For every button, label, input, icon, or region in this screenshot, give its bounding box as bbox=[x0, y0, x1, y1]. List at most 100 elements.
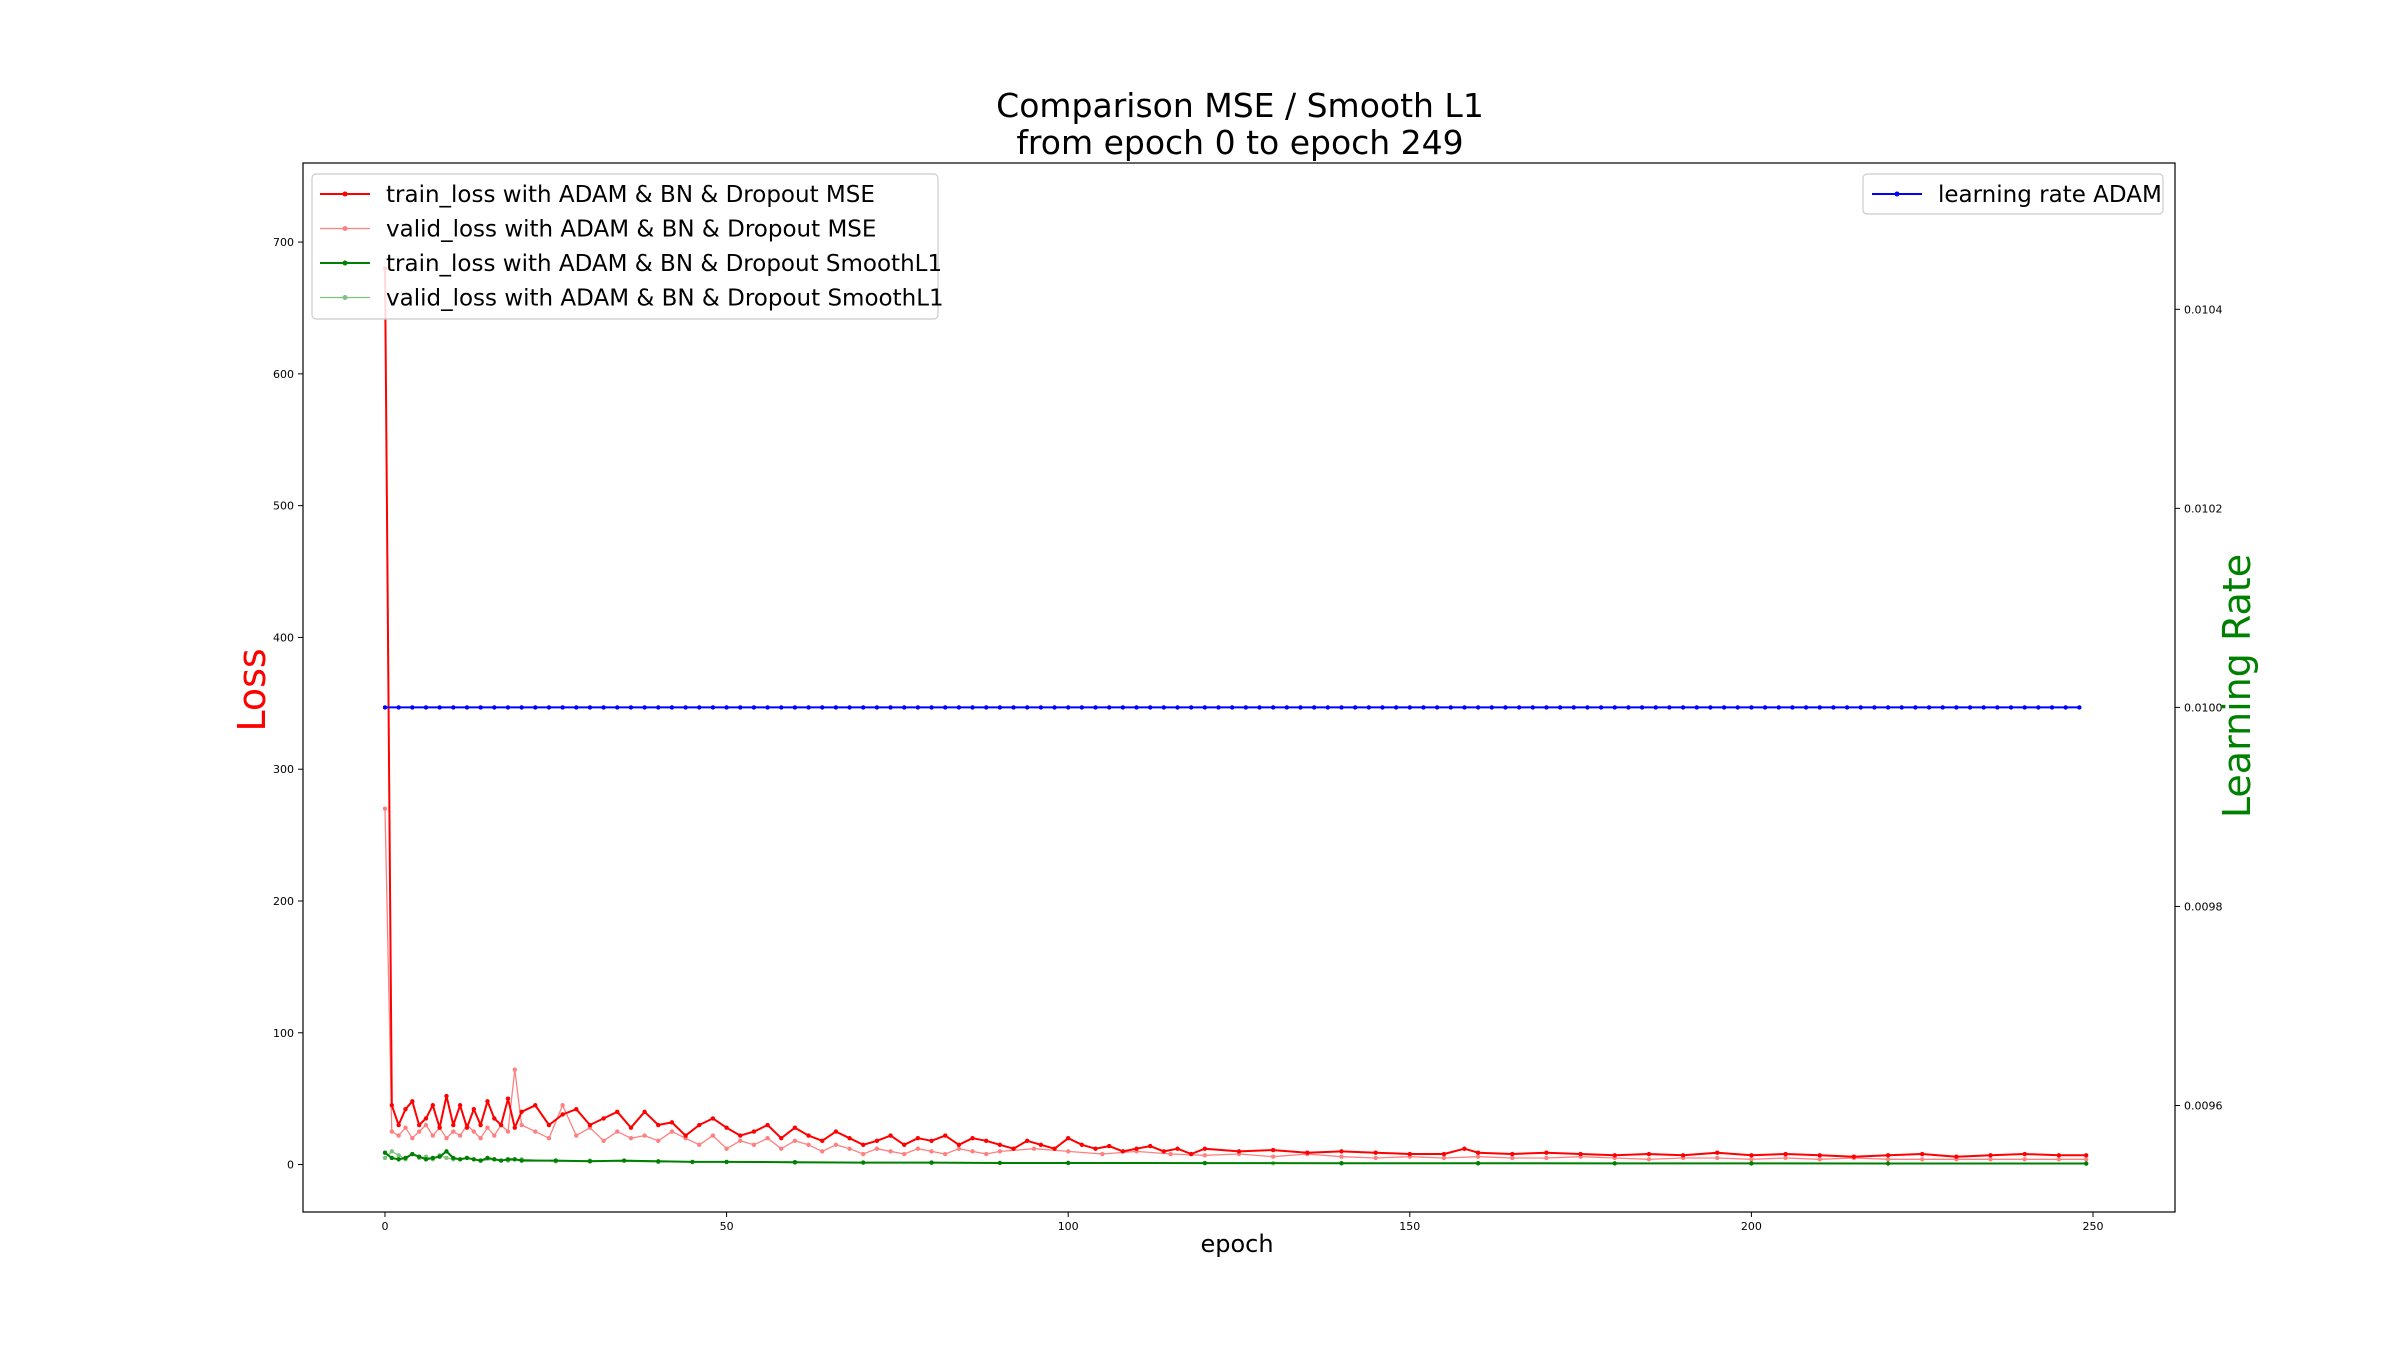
data-point bbox=[1489, 705, 1494, 710]
data-point bbox=[396, 1157, 401, 1162]
data-point bbox=[997, 1142, 1003, 1147]
data-point bbox=[847, 705, 852, 710]
data-point bbox=[929, 1149, 934, 1154]
data-point bbox=[642, 1133, 647, 1138]
data-point bbox=[984, 1151, 989, 1157]
data-point bbox=[512, 1125, 517, 1130]
y-right-tick-label: 0.0104 bbox=[2184, 303, 2223, 316]
data-point bbox=[1783, 1151, 1788, 1157]
data-point bbox=[1995, 705, 2000, 710]
data-point bbox=[1100, 1151, 1105, 1157]
data-point bbox=[1721, 705, 1727, 710]
data-point bbox=[1694, 705, 1699, 710]
data-point bbox=[444, 1155, 449, 1161]
data-point bbox=[765, 705, 770, 710]
data-point bbox=[970, 1136, 975, 1141]
data-point bbox=[512, 1157, 517, 1162]
x-tick-label: 250 bbox=[2083, 1220, 2104, 1233]
data-point bbox=[997, 1149, 1003, 1154]
data-point bbox=[1667, 705, 1672, 710]
data-point bbox=[1065, 705, 1071, 710]
data-point bbox=[2022, 1157, 2027, 1162]
y-left-tick-label: 400 bbox=[273, 631, 294, 644]
data-point bbox=[1052, 705, 1057, 710]
data-point bbox=[587, 705, 593, 710]
data-point bbox=[1612, 705, 1617, 710]
data-point bbox=[861, 705, 866, 710]
y-left-tick-label: 300 bbox=[273, 763, 294, 776]
data-point bbox=[485, 1155, 490, 1161]
data-point bbox=[1448, 705, 1453, 710]
data-point bbox=[1544, 1155, 1549, 1161]
data-point bbox=[724, 1159, 729, 1165]
data-point bbox=[423, 705, 429, 710]
data-point bbox=[546, 1136, 552, 1141]
data-point bbox=[697, 1122, 702, 1128]
data-point bbox=[765, 1122, 770, 1128]
data-point bbox=[1475, 1150, 1481, 1155]
data-point bbox=[1851, 1154, 1857, 1159]
data-point bbox=[464, 1125, 470, 1130]
data-point bbox=[1305, 1150, 1310, 1155]
data-point bbox=[779, 1146, 784, 1151]
data-point bbox=[861, 1142, 866, 1147]
data-point bbox=[574, 1107, 579, 1112]
data-point bbox=[410, 1151, 415, 1157]
legend-right-box bbox=[1862, 173, 2164, 215]
data-point bbox=[1680, 1153, 1686, 1158]
x-tick-label: 100 bbox=[1058, 1220, 1079, 1233]
data-point bbox=[984, 705, 989, 710]
data-point bbox=[656, 1122, 661, 1128]
data-point bbox=[751, 1142, 757, 1147]
data-point bbox=[410, 1136, 415, 1141]
data-point bbox=[2063, 705, 2068, 710]
data-point bbox=[1735, 705, 1740, 710]
data-point bbox=[403, 1107, 408, 1112]
y-left-tick-label: 100 bbox=[273, 1027, 294, 1040]
data-point bbox=[396, 705, 401, 710]
data-point bbox=[485, 1099, 490, 1104]
legend-left-box bbox=[311, 173, 939, 320]
data-point bbox=[457, 1103, 463, 1108]
data-point bbox=[1598, 705, 1604, 710]
data-point bbox=[615, 1129, 620, 1134]
data-point bbox=[601, 1138, 606, 1144]
data-point bbox=[710, 1116, 716, 1121]
data-point bbox=[1612, 1161, 1617, 1166]
legend-label: train_loss with ADAM & BN & Dropout Smoo… bbox=[386, 251, 942, 277]
data-point bbox=[751, 705, 757, 710]
data-point bbox=[1270, 1154, 1276, 1159]
data-point bbox=[1229, 705, 1235, 710]
data-point bbox=[505, 1129, 511, 1134]
data-point bbox=[1749, 1161, 1754, 1166]
data-point bbox=[806, 1142, 811, 1147]
data-point bbox=[1885, 1161, 1891, 1166]
data-point bbox=[902, 1142, 907, 1147]
data-point bbox=[382, 1155, 388, 1161]
data-point bbox=[533, 1129, 538, 1134]
data-point bbox=[553, 1158, 558, 1163]
data-point bbox=[874, 705, 880, 710]
y-right-tick-label: 0.0096 bbox=[2184, 1100, 2223, 1113]
data-point bbox=[1031, 1146, 1037, 1151]
data-point bbox=[1749, 1157, 1754, 1162]
data-point bbox=[1298, 705, 1303, 710]
data-point bbox=[724, 1125, 729, 1130]
data-point bbox=[2008, 705, 2014, 710]
data-point bbox=[1612, 1153, 1617, 1158]
data-point bbox=[943, 1151, 948, 1157]
data-point bbox=[997, 705, 1003, 710]
data-point bbox=[478, 1136, 483, 1141]
data-point bbox=[1646, 1151, 1652, 1157]
data-point bbox=[1284, 705, 1290, 710]
data-point bbox=[1161, 1149, 1167, 1154]
data-point bbox=[1270, 1147, 1276, 1153]
data-point bbox=[1407, 1151, 1413, 1157]
data-point bbox=[464, 705, 470, 710]
data-point bbox=[621, 1158, 627, 1163]
data-point bbox=[574, 1133, 579, 1138]
data-point bbox=[1783, 1155, 1788, 1161]
data-point bbox=[669, 1129, 675, 1134]
data-point bbox=[437, 1154, 442, 1159]
y-left-tick-label: 200 bbox=[273, 895, 294, 908]
